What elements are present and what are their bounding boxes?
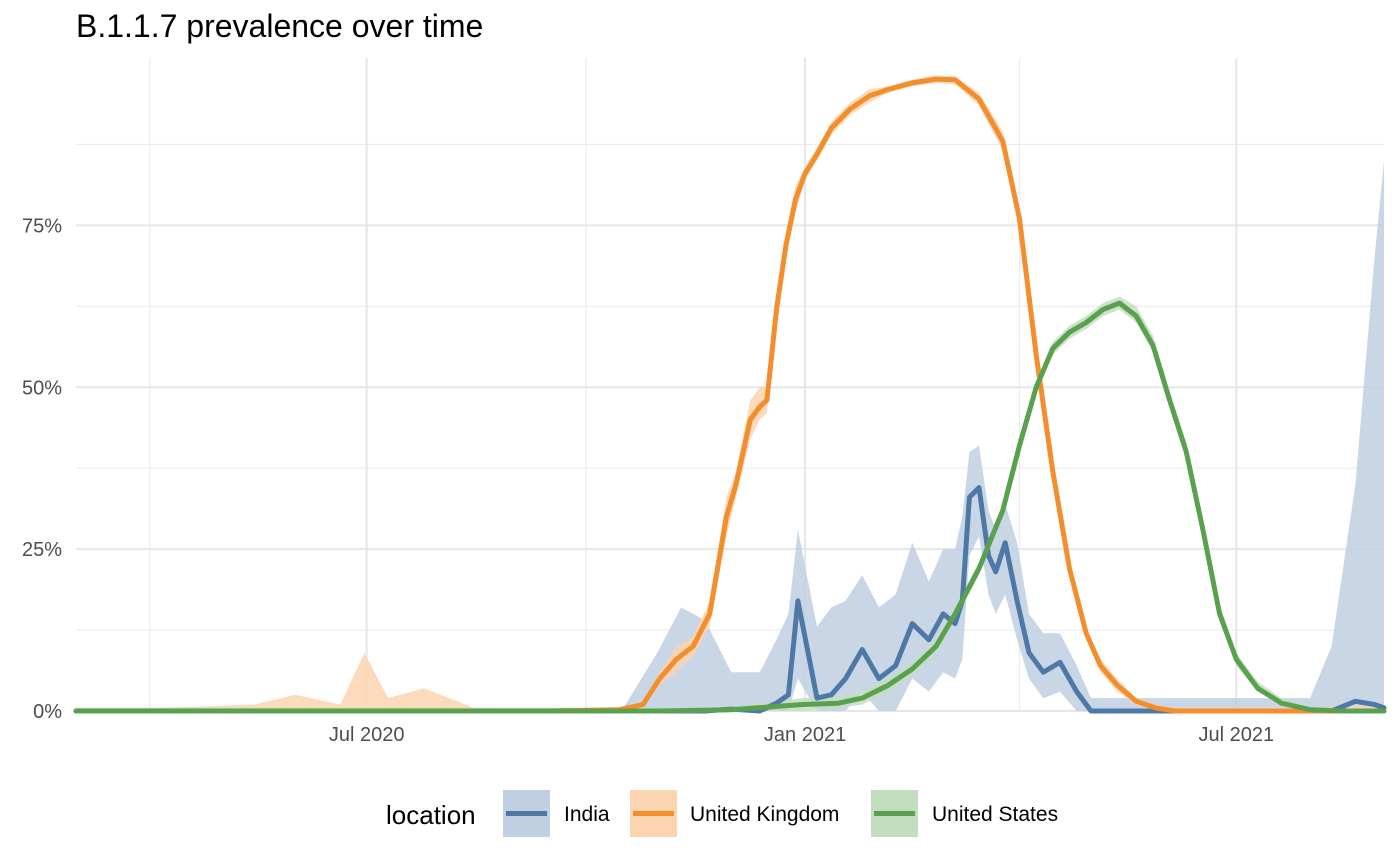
band-india (76, 160, 1384, 712)
x-tick-label: Jul 2021 (1198, 724, 1274, 746)
band-united-kingdom (76, 75, 1384, 711)
x-tick-label: Jul 2020 (329, 724, 405, 746)
legend-label: United Kingdom (690, 803, 839, 826)
y-tick-label: 75% (22, 215, 62, 237)
y-tick-label: 50% (22, 377, 62, 399)
y-tick-label: 25% (22, 539, 62, 561)
x-tick-label: Jan 2021 (764, 724, 846, 746)
chart-title: B.1.1.7 prevalence over time (76, 8, 484, 44)
line-united-kingdom (73, 76, 1387, 714)
line-united-states (73, 300, 1387, 714)
legend-title: location (386, 800, 476, 830)
y-tick-label: 0% (33, 701, 62, 723)
legend-label: India (564, 803, 610, 826)
legend-label: United States (932, 803, 1058, 826)
